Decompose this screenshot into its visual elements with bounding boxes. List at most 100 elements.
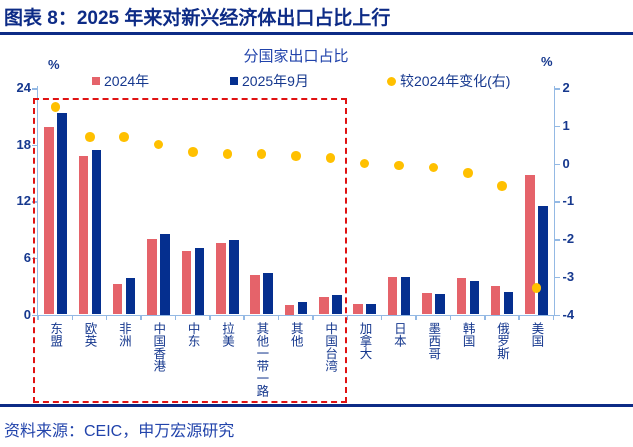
x-tick bbox=[209, 316, 211, 320]
chart-title: 分国家出口占比 bbox=[243, 48, 349, 65]
x-axis-label: 加拿大 bbox=[357, 321, 372, 360]
legend-label: 2025年9月 bbox=[242, 73, 309, 89]
x-tick bbox=[346, 316, 349, 320]
title-divider bbox=[0, 32, 633, 35]
change-dot bbox=[359, 158, 370, 169]
x-tick bbox=[415, 316, 417, 320]
legend-item-2025-09: 2025年9月 bbox=[230, 72, 309, 90]
x-tick bbox=[140, 316, 142, 320]
x-axis-label: 欧英 bbox=[82, 321, 97, 347]
bar-2025-09 bbox=[332, 294, 342, 315]
bar-2025-09 bbox=[263, 272, 273, 315]
x-axis-label: 中国香港 bbox=[151, 321, 166, 372]
bar-2024 bbox=[353, 304, 363, 315]
legend-label: 较2024年变化(右) bbox=[400, 73, 511, 89]
bar-2025-09 bbox=[194, 248, 205, 315]
bar-2025-09 bbox=[57, 112, 67, 315]
change-dot bbox=[119, 132, 129, 142]
legend-dot-icon bbox=[387, 76, 396, 86]
right-tick bbox=[555, 276, 560, 279]
x-axis-label: 中东 bbox=[185, 321, 200, 347]
bar-2024 bbox=[525, 174, 535, 315]
bar-2024 bbox=[250, 274, 260, 315]
bar-2024 bbox=[456, 277, 467, 315]
bar-2024 bbox=[216, 242, 226, 315]
bar-2025-09 bbox=[435, 293, 445, 315]
bar-2024 bbox=[387, 276, 398, 315]
bar-2025-09 bbox=[229, 239, 239, 315]
x-axis-label: 中国台湾 bbox=[323, 321, 338, 372]
figure-title: 图表 8：2025 年来对新兴经济体出口占比上行 bbox=[4, 8, 391, 29]
bottom-divider bbox=[0, 404, 633, 407]
bar-2024 bbox=[181, 251, 192, 315]
x-axis-label: 墨西哥 bbox=[426, 321, 441, 360]
y-axis-right bbox=[553, 86, 555, 315]
x-tick bbox=[277, 316, 280, 320]
bar-2024 bbox=[147, 239, 157, 315]
x-axis-label: 其他一带一路 bbox=[254, 321, 269, 397]
y-axis-left bbox=[36, 86, 38, 315]
x-tick bbox=[380, 316, 383, 320]
left-axis-tick-label: 24 bbox=[16, 80, 31, 95]
bar-2025-09 bbox=[366, 304, 376, 315]
left-axis-tick-label: 18 bbox=[16, 136, 31, 152]
change-dot bbox=[256, 149, 267, 159]
x-tick bbox=[105, 316, 108, 320]
bar-2025-09 bbox=[503, 291, 514, 315]
change-dot bbox=[428, 162, 439, 173]
x-tick bbox=[484, 316, 486, 320]
right-tick bbox=[555, 88, 560, 90]
bar-2025-09 bbox=[160, 234, 170, 315]
right-tick bbox=[555, 201, 560, 203]
x-tick bbox=[312, 316, 314, 320]
left-tick bbox=[32, 257, 37, 260]
x-axis bbox=[36, 314, 555, 316]
left-tick bbox=[32, 201, 37, 203]
right-axis-tick-label: -2 bbox=[562, 231, 575, 246]
bar-2025-09 bbox=[297, 302, 308, 315]
right-axis-tick-label: 2 bbox=[562, 80, 570, 95]
x-axis-label: 日本 bbox=[391, 321, 406, 347]
x-tick bbox=[37, 316, 39, 320]
left-axis-tick-label: 0 bbox=[23, 306, 31, 322]
legend-square-icon bbox=[92, 77, 100, 85]
x-tick bbox=[174, 316, 177, 320]
change-dot bbox=[325, 153, 336, 163]
change-dot bbox=[497, 181, 507, 191]
left-tick bbox=[32, 144, 37, 147]
x-axis-label: 拉美 bbox=[220, 321, 235, 347]
left-tick bbox=[32, 88, 37, 90]
right-axis-tick-label: 0 bbox=[562, 155, 570, 171]
change-dot bbox=[50, 102, 61, 112]
bar-2024 bbox=[284, 305, 295, 315]
bar-2024 bbox=[422, 292, 432, 315]
x-axis-label: 韩国 bbox=[460, 321, 475, 347]
right-axis-unit: % bbox=[541, 54, 553, 69]
bar-2025-09 bbox=[125, 277, 136, 315]
left-axis-tick-label: 6 bbox=[23, 249, 31, 265]
x-axis-label: 俄罗斯 bbox=[494, 321, 509, 360]
x-axis-label: 其他 bbox=[288, 321, 303, 347]
x-axis-label: 美国 bbox=[529, 321, 544, 347]
legend-square-icon bbox=[230, 77, 238, 85]
legend-item-2024: 2024年 bbox=[92, 72, 149, 90]
x-tick bbox=[243, 316, 245, 320]
bar-2025-09 bbox=[400, 276, 411, 315]
x-axis-label: 非洲 bbox=[116, 321, 131, 347]
x-tick bbox=[71, 316, 74, 320]
change-dot bbox=[394, 160, 404, 171]
x-axis-label: 东盟 bbox=[48, 321, 63, 347]
bar-2024 bbox=[78, 155, 89, 315]
x-tick bbox=[552, 316, 555, 320]
right-tick bbox=[555, 125, 560, 128]
legend-label: 2024年 bbox=[104, 73, 150, 89]
right-tick bbox=[555, 239, 560, 241]
bar-2024 bbox=[44, 126, 54, 315]
bar-2025-09 bbox=[538, 205, 548, 315]
bar-2024 bbox=[490, 286, 501, 315]
change-dot bbox=[153, 139, 164, 150]
right-axis-tick-label: -3 bbox=[562, 268, 575, 284]
bar-2025-09 bbox=[469, 280, 480, 315]
left-axis-tick-label: 12 bbox=[16, 193, 31, 209]
